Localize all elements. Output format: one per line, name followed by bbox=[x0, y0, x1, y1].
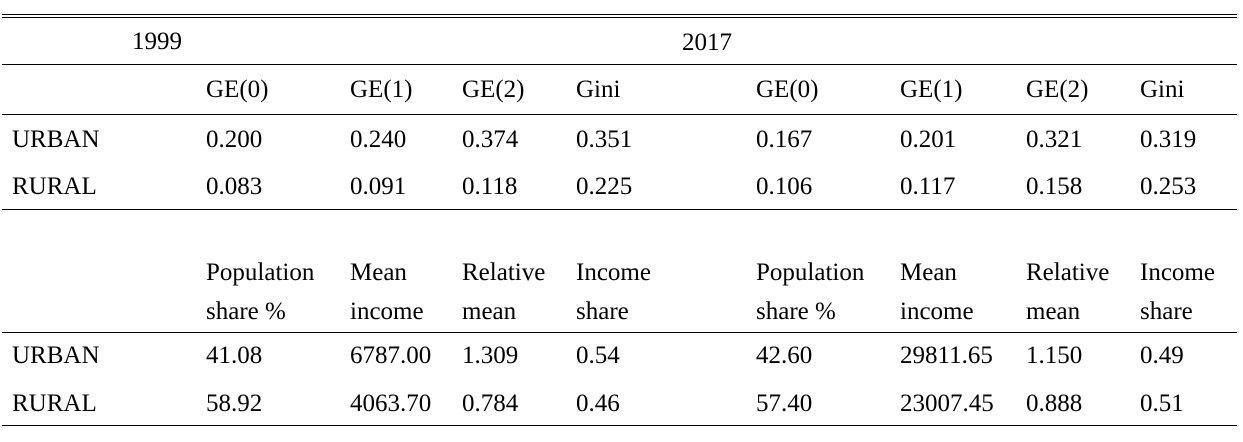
table-cell: 0.319 bbox=[1140, 126, 1197, 153]
table-cell: 0.51 bbox=[1140, 390, 1184, 417]
table-cell: 0.083 bbox=[206, 173, 263, 200]
table-cell: 0.784 bbox=[462, 390, 519, 417]
table-cell: 0.49 bbox=[1140, 342, 1184, 369]
table-cell: 0.158 bbox=[1026, 173, 1083, 200]
table-cell: 0.225 bbox=[576, 173, 633, 200]
column-header: Income bbox=[576, 259, 651, 286]
column-header: Population bbox=[206, 259, 315, 286]
column-header: share % bbox=[206, 298, 286, 325]
header-rule-1 bbox=[2, 114, 1237, 115]
column-header: GE(1) bbox=[350, 76, 413, 103]
table-cell: 0.106 bbox=[756, 173, 813, 200]
table-cell: 0.117 bbox=[900, 173, 956, 200]
table-cell: 0.240 bbox=[350, 126, 407, 153]
column-header: Population bbox=[756, 259, 865, 286]
bottom-rule bbox=[2, 425, 1237, 426]
table-cell: 0.167 bbox=[756, 126, 813, 153]
column-header: GE(1) bbox=[900, 76, 963, 103]
top-double-rule-2 bbox=[2, 17, 1237, 18]
row-label: RURAL bbox=[12, 390, 97, 417]
row-label: URBAN bbox=[12, 126, 100, 153]
row-label: RURAL bbox=[12, 173, 97, 200]
column-header: GE(2) bbox=[1026, 76, 1089, 103]
table-cell: 0.54 bbox=[576, 342, 620, 369]
table-cell: 0.321 bbox=[1026, 126, 1083, 153]
column-header: Relative bbox=[1026, 259, 1110, 286]
table-cell: 0.888 bbox=[1026, 390, 1083, 417]
table-cell: 58.92 bbox=[206, 390, 263, 417]
table-cell: 0.351 bbox=[576, 126, 633, 153]
table-cell: 29811.65 bbox=[900, 342, 993, 369]
table-cell: 0.374 bbox=[462, 126, 519, 153]
table-cell: 4063.70 bbox=[350, 390, 432, 417]
year-rule bbox=[2, 64, 1237, 65]
table-cell: 1.150 bbox=[1026, 342, 1083, 369]
column-header: share bbox=[1140, 298, 1193, 325]
table-cell: 0.46 bbox=[576, 390, 620, 417]
column-header: income bbox=[350, 298, 424, 325]
table-cell: 0.118 bbox=[462, 173, 518, 200]
column-header: mean bbox=[1026, 298, 1081, 325]
column-header: Gini bbox=[576, 76, 621, 103]
year-2017-label: 2017 bbox=[682, 29, 732, 56]
section-rule bbox=[2, 209, 1237, 210]
table-cell: 0.201 bbox=[900, 126, 957, 153]
column-header: Gini bbox=[1140, 76, 1185, 103]
table-cell: 41.08 bbox=[206, 342, 263, 369]
table-cell: 1.309 bbox=[462, 342, 519, 369]
top-double-rule-1 bbox=[2, 14, 1237, 15]
column-header: share bbox=[576, 298, 629, 325]
column-header: share % bbox=[756, 298, 836, 325]
column-header: income bbox=[900, 298, 974, 325]
column-header: Income bbox=[1140, 259, 1215, 286]
column-header: Mean bbox=[350, 259, 407, 286]
table-cell: 0.253 bbox=[1140, 173, 1197, 200]
table-cell: 0.091 bbox=[350, 173, 407, 200]
table-cell: 6787.00 bbox=[350, 342, 432, 369]
year-1999-label: 1999 bbox=[132, 28, 182, 55]
table-cell: 0.200 bbox=[206, 126, 263, 153]
table-cell: 42.60 bbox=[756, 342, 813, 369]
column-header: mean bbox=[462, 298, 517, 325]
column-header: Relative bbox=[462, 259, 546, 286]
table-cell: 23007.45 bbox=[900, 390, 994, 417]
column-header: GE(2) bbox=[462, 76, 525, 103]
header-rule-2 bbox=[2, 332, 1237, 333]
row-label: URBAN bbox=[12, 342, 100, 369]
table-cell: 57.40 bbox=[756, 390, 813, 417]
column-header: GE(0) bbox=[756, 76, 819, 103]
column-header: GE(0) bbox=[206, 76, 269, 103]
column-header: Mean bbox=[900, 259, 957, 286]
